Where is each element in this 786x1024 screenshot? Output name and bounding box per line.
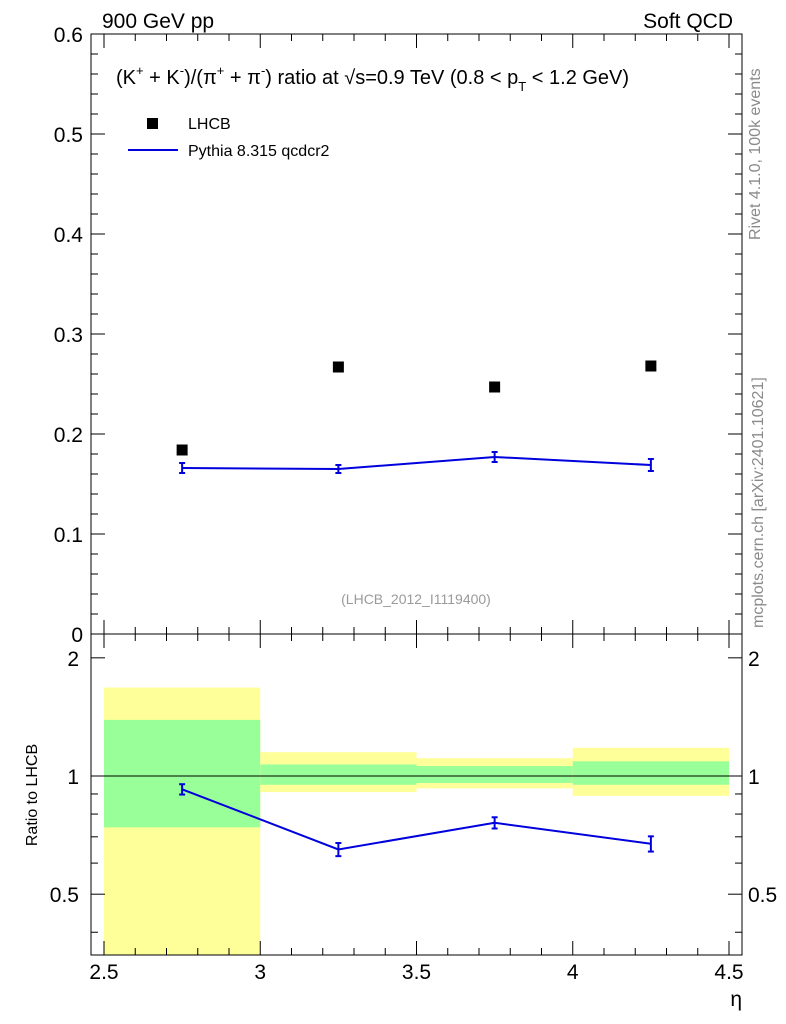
plot-title: (K+ + K-)/(π+ + π-) ratio at √s=0.9 TeV … [116, 63, 629, 94]
lhcb-point [176, 444, 188, 456]
ratio-ylabel: Ratio to LHCB [24, 744, 41, 846]
y-tick-label-main: 0.3 [54, 324, 83, 347]
x-tick-label: 3 [254, 961, 266, 984]
legend-label-pythia: Pythia 8.315 qcdcr2 [188, 143, 330, 160]
x-tick-label: 4 [567, 961, 579, 984]
band-inner-bin-1 [260, 764, 417, 785]
y-tick-label-main: 0.2 [54, 424, 83, 447]
y-tick-label-main: 0.1 [54, 524, 83, 547]
y-tick-label-ratio-right: 0.5 [748, 884, 777, 907]
y-tick-label-main: 0.4 [54, 224, 84, 247]
x-tick-label: 3.5 [402, 961, 431, 984]
lhcb-point [332, 361, 344, 373]
y-tick-label-ratio-left: 2 [67, 648, 79, 671]
lhcb-point [489, 381, 501, 393]
y-tick-label-ratio-left: 0.5 [50, 884, 79, 907]
reference-id: (LHCB_2012_I1119400) [341, 591, 491, 607]
pythia-ratio-line [181, 788, 652, 851]
y-tick-label-main: 0.6 [54, 24, 83, 47]
rivet-label: Rivet 4.1.0, 100k events [747, 68, 764, 240]
legend-marker-lhcb [147, 118, 158, 129]
header-right: Soft QCD [643, 10, 733, 33]
y-tick-label-ratio-right: 2 [748, 648, 760, 671]
axis-ticks [91, 33, 742, 955]
x-axis-label: η [730, 988, 742, 1011]
pythia-main-line [182, 455, 651, 471]
x-tick-label: 4.5 [714, 961, 743, 984]
band-inner-bin-2 [416, 766, 573, 783]
y-tick-label-ratio-left: 1 [67, 766, 79, 789]
x-tick-label: 2.5 [89, 961, 118, 984]
y-tick-label-main: 0 [71, 624, 83, 647]
header-left: 900 GeV pp [102, 10, 214, 33]
legend-label-lhcb: LHCB [188, 116, 231, 133]
site-label: mcplots.cern.ch [arXiv:2401.10621] [750, 377, 767, 628]
data-marks [176, 360, 657, 858]
tick-labels: 0 0.1 0.2 0.3 0.4 0.5 0.6 0.5 0.5 1 1 2 2 2.5 3 3.5 4 4.5 [50, 24, 777, 984]
band-inner-bin-3 [572, 761, 729, 785]
uncertainty-bands [91, 687, 742, 955]
y-tick-label-main: 0.5 [54, 124, 83, 147]
y-tick-label-ratio-right: 1 [748, 766, 760, 789]
lhcb-point [645, 360, 657, 372]
